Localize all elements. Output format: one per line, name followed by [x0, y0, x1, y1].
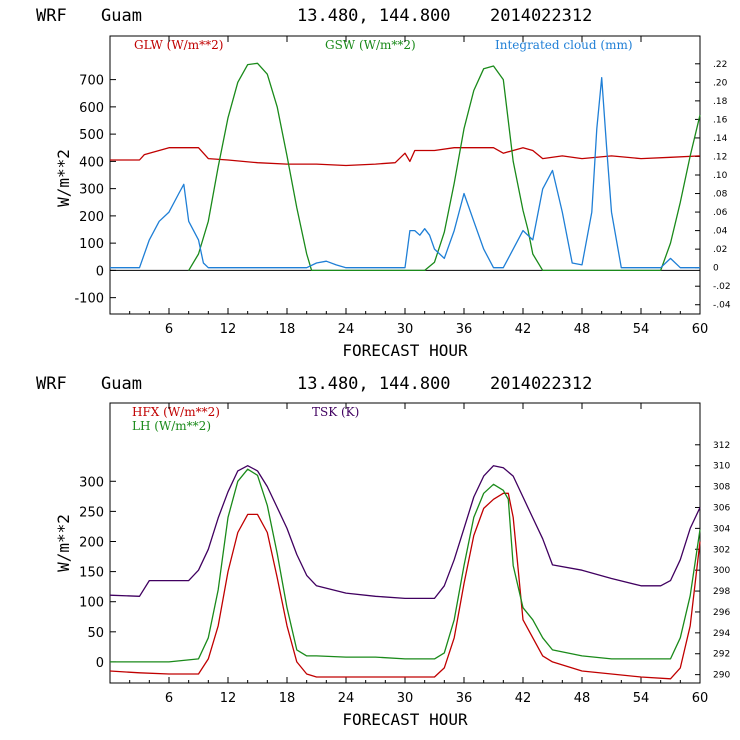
top-legend-gsw: GSW (W/m**2)	[325, 38, 416, 52]
y2-tick-label: .02	[713, 245, 727, 255]
y2-tick-label: -.04	[713, 301, 731, 311]
x-tick-label: 6	[165, 322, 173, 337]
x-tick-label: 42	[515, 322, 532, 337]
bottom-header-run: 2014022312	[490, 374, 592, 394]
y-tick-label: 100	[79, 237, 104, 252]
bottom-legend-hfx: HFX (W/m**2)	[132, 405, 220, 419]
y2-tick-label: 0	[713, 264, 719, 274]
y2-tick-label: 306	[713, 503, 730, 513]
y2-tick-label: 298	[713, 587, 730, 597]
y-tick-label: 0	[96, 656, 104, 671]
bottom-xlabel: FORECAST HOUR	[342, 710, 468, 729]
bottom-plot-frame	[109, 402, 701, 684]
y2-tick-label: .06	[713, 208, 728, 218]
y2-tick-label: 300	[713, 566, 730, 576]
x-tick-label: 60	[692, 322, 709, 337]
x-tick-label: 12	[220, 691, 237, 706]
top-header-model: WRF	[36, 6, 67, 26]
y-tick-label: -100	[74, 292, 104, 307]
bottom-ylabel: W/m**2	[54, 514, 73, 572]
y2-tick-label: 292	[713, 650, 730, 660]
x-tick-label: 48	[574, 691, 591, 706]
x-tick-label: 12	[220, 322, 237, 337]
bottom-y2-axis: 290 292 294 296 298 300 302 304 306 308 310 312	[695, 441, 730, 681]
y2-tick-label: .18	[713, 97, 728, 107]
x-tick-label: 18	[279, 322, 296, 337]
y2-tick-label: .16	[713, 115, 728, 125]
y2-tick-label: 308	[713, 483, 730, 493]
top-ylabel: W/m**2	[54, 149, 73, 207]
y-tick-label: 300	[79, 475, 104, 490]
x-tick-label: 54	[633, 691, 650, 706]
series-line-integrated	[110, 77, 700, 269]
y-tick-label: 250	[79, 505, 104, 520]
series-line-lh	[110, 468, 701, 663]
x-tick-label: 6	[165, 691, 173, 706]
y-tick-label: 200	[79, 210, 104, 225]
y-tick-label: 200	[79, 535, 104, 550]
y2-tick-label: 294	[713, 629, 730, 639]
bottom-series	[109, 465, 701, 680]
y-tick-label: 500	[79, 128, 104, 143]
series-line-glw	[110, 147, 701, 167]
x-tick-label: 24	[338, 691, 355, 706]
y2-tick-label: 296	[713, 608, 730, 618]
top-xlabel: FORECAST HOUR	[342, 341, 468, 360]
y-tick-label: 0	[96, 264, 104, 279]
y2-tick-label: .10	[713, 171, 728, 181]
x-tick-label: 42	[515, 691, 532, 706]
x-tick-label: 60	[692, 691, 709, 706]
y2-tick-label: .22	[713, 60, 727, 70]
series-line-hfx	[109, 492, 701, 680]
bottom-legend-lh: LH (W/m**2)	[132, 419, 211, 433]
bottom-header-coords: 13.480, 144.800	[297, 374, 451, 394]
top-header-run: 2014022312	[490, 6, 592, 26]
top-legend-glw: GLW (W/m**2)	[134, 38, 223, 52]
bottom-chart: WRF Guam 13.480, 144.800 2014022312 HFX …	[36, 374, 730, 729]
y-tick-label: 100	[79, 596, 104, 611]
top-header-station: Guam	[101, 6, 142, 26]
x-tick-label: 24	[338, 322, 355, 337]
y-tick-label: 600	[79, 101, 104, 116]
bottom-legend-tsk: TSK (K)	[312, 405, 359, 419]
y2-tick-label: 310	[713, 462, 730, 472]
y-tick-label: 150	[79, 566, 104, 581]
bottom-x-axis: 6 12 18 24 30 36 42 48 54 60	[129, 403, 709, 706]
y-tick-label: 700	[79, 74, 104, 89]
bottom-header-station: Guam	[101, 374, 142, 394]
y2-tick-label: 302	[713, 545, 730, 555]
top-y2-axis: -.04 -.02 0 .02 .04 .06 .08 .10 .12 .14 .16 .18 .20.…	[695, 60, 731, 311]
y2-tick-label: .12	[713, 152, 727, 162]
x-tick-label: 18	[279, 691, 296, 706]
top-chart: WRF Guam 13.480, 144.800 2014022312 GLW …	[36, 6, 731, 360]
top-legend-cloud: Integrated cloud (mm)	[495, 38, 633, 52]
y2-tick-label: 312	[713, 441, 730, 451]
y-tick-label: 400	[79, 155, 104, 170]
top-header-coords: 13.480, 144.800	[297, 6, 451, 26]
x-tick-label: 48	[574, 322, 591, 337]
top-y-axis: -100 0 100 200 300 400 500 600 700	[74, 74, 116, 307]
bottom-header-model: WRF	[36, 374, 67, 394]
y2-tick-label: .14	[713, 134, 728, 144]
top-series	[110, 62, 701, 272]
series-line-tsk	[109, 465, 701, 600]
y-tick-label: 50	[87, 626, 104, 641]
y2-tick-label: .04	[713, 227, 728, 237]
y2-tick-label: 304	[713, 524, 730, 534]
x-tick-label: 36	[456, 691, 473, 706]
series-line-gsw	[188, 62, 701, 272]
x-tick-label: 30	[397, 691, 414, 706]
x-tick-label: 54	[633, 322, 650, 337]
top-x-axis: 6 12 18 24 30 36 42 48 54 60	[129, 36, 709, 337]
top-plot-frame	[109, 35, 701, 315]
y2-tick-label: -.02	[713, 282, 731, 292]
y2-tick-label: .08	[713, 190, 728, 200]
y2-tick-label: 290	[713, 671, 730, 681]
x-tick-label: 30	[397, 322, 414, 337]
x-tick-label: 36	[456, 322, 473, 337]
y-tick-label: 300	[79, 183, 104, 198]
y2-tick-label: .20	[713, 78, 728, 88]
